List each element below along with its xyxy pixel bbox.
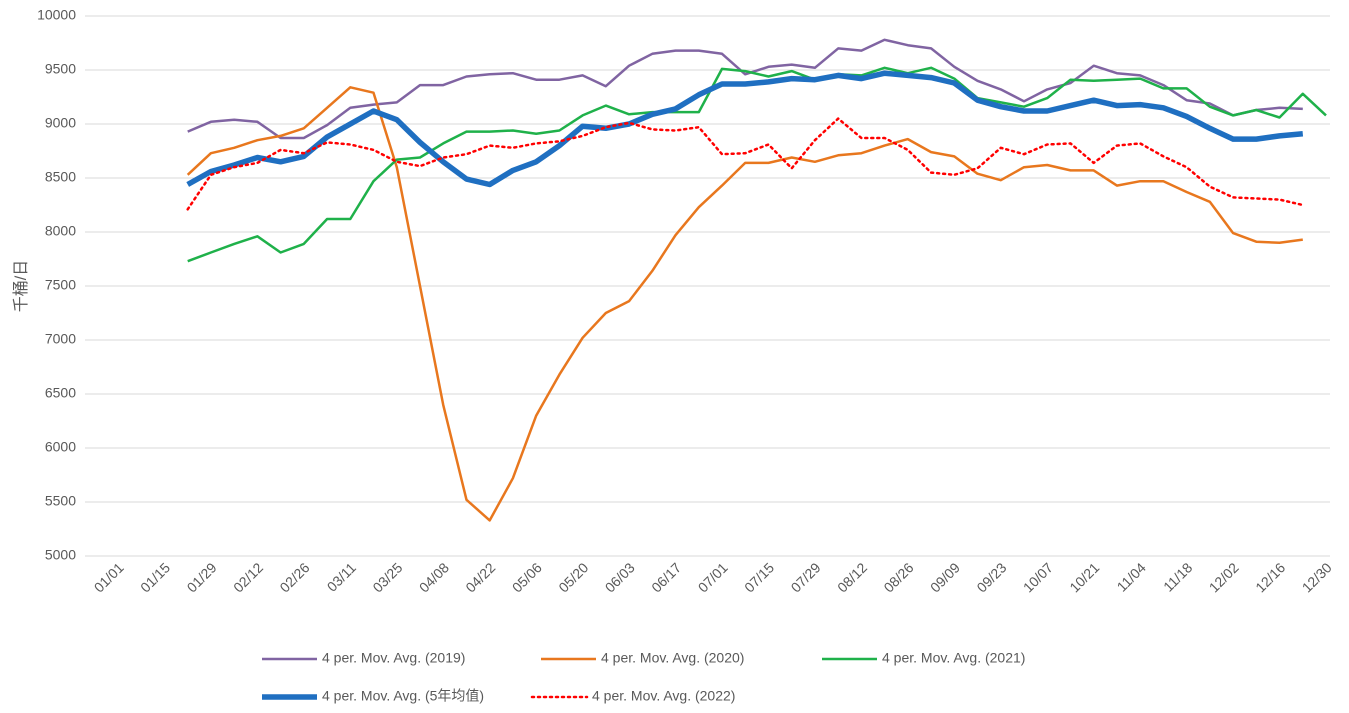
x-tick-label: 12/16 bbox=[1252, 559, 1288, 595]
x-tick-label: 08/26 bbox=[880, 559, 916, 595]
y-axis-label: 千桶/日 bbox=[12, 260, 30, 312]
x-tick-label: 09/09 bbox=[927, 559, 963, 595]
legend-label: 4 per. Mov. Avg. (2021) bbox=[882, 650, 1025, 666]
x-tick-label: 05/06 bbox=[509, 559, 545, 595]
legend-label: 4 per. Mov. Avg. (2019) bbox=[322, 650, 465, 666]
legend-label: 4 per. Mov. Avg. (2020) bbox=[601, 650, 744, 666]
x-tick-label: 04/22 bbox=[462, 559, 498, 595]
x-tick-label: 06/17 bbox=[648, 559, 684, 595]
y-tick-label: 5000 bbox=[45, 547, 76, 563]
x-tick-label: 02/26 bbox=[276, 559, 312, 595]
x-tick-label: 07/15 bbox=[741, 559, 777, 595]
legend-item: 4 per. Mov. Avg. (2021) bbox=[822, 650, 1025, 666]
legend-item: 4 per. Mov. Avg. (2019) bbox=[262, 650, 465, 666]
x-tick-label: 06/03 bbox=[602, 559, 638, 595]
legend-label: 4 per. Mov. Avg. (2022) bbox=[592, 688, 735, 704]
y-tick-label: 9000 bbox=[45, 115, 76, 131]
series-line bbox=[186, 117, 1305, 211]
legend-item: 4 per. Mov. Avg. (2022) bbox=[530, 688, 735, 704]
y-tick-label: 10000 bbox=[37, 7, 76, 23]
x-tick-label: 07/01 bbox=[695, 559, 731, 595]
x-tick-label: 02/12 bbox=[230, 559, 266, 595]
y-tick-label: 8500 bbox=[45, 169, 76, 185]
x-tick-label: 12/02 bbox=[1206, 559, 1242, 595]
y-tick-label: 7000 bbox=[45, 331, 76, 347]
x-tick-label: 01/01 bbox=[91, 559, 127, 595]
legend-item: 4 per. Mov. Avg. (2020) bbox=[541, 650, 744, 666]
y-tick-label: 5500 bbox=[45, 493, 76, 509]
legend-label: 4 per. Mov. Avg. (5年均值) bbox=[322, 688, 484, 704]
x-tick-label: 10/07 bbox=[1020, 559, 1056, 595]
x-tick-label: 09/23 bbox=[973, 559, 1009, 595]
y-tick-label: 9500 bbox=[45, 61, 76, 77]
x-tick-label: 10/21 bbox=[1066, 559, 1102, 595]
series-line bbox=[187, 38, 1303, 140]
x-tick-label: 01/15 bbox=[137, 559, 173, 595]
series-line bbox=[186, 86, 1303, 522]
x-tick-label: 04/08 bbox=[416, 559, 452, 595]
y-tick-label: 8000 bbox=[45, 223, 76, 239]
x-tick-label: 11/18 bbox=[1160, 559, 1196, 595]
x-tick-label: 03/11 bbox=[324, 559, 360, 595]
y-tick-label: 7500 bbox=[45, 277, 76, 293]
legend-item: 4 per. Mov. Avg. (5年均值) bbox=[262, 688, 484, 704]
series-line bbox=[186, 70, 1304, 188]
y-tick-label: 6500 bbox=[45, 385, 76, 401]
x-tick-label: 11/04 bbox=[1114, 559, 1150, 595]
x-tick-label: 08/12 bbox=[834, 559, 870, 595]
y-tick-label: 6000 bbox=[45, 439, 76, 455]
x-tick-label: 07/29 bbox=[788, 559, 824, 595]
x-tick-label: 12/30 bbox=[1299, 559, 1335, 595]
x-tick-label: 01/29 bbox=[184, 559, 220, 595]
x-tick-label: 03/25 bbox=[369, 559, 405, 595]
series-line bbox=[187, 66, 1327, 263]
x-tick-label: 05/20 bbox=[555, 559, 591, 595]
